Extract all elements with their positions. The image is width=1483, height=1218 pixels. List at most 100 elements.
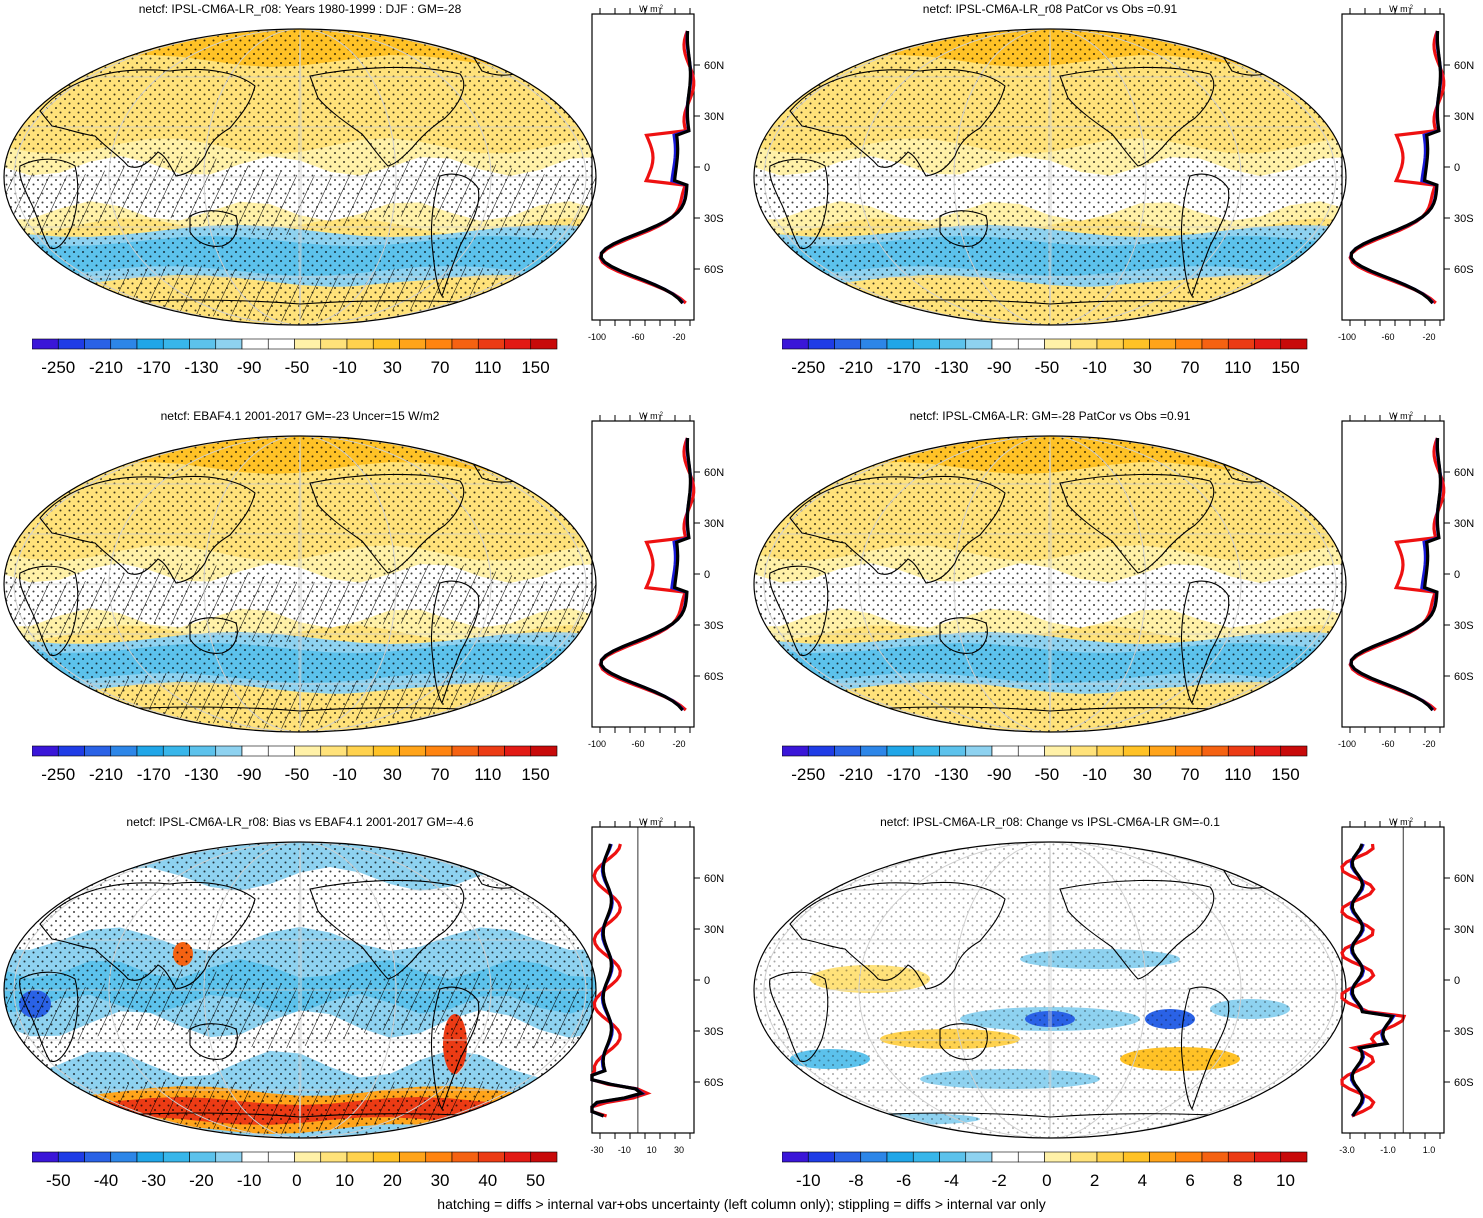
colorbar-label: 150 xyxy=(521,765,549,784)
zp-ylabel: 60N xyxy=(1454,60,1474,72)
colorbar-swatch xyxy=(294,338,322,350)
colorbar-swatch xyxy=(241,338,269,350)
zp-unit: W m-2 xyxy=(1389,411,1413,421)
graticule-lon xyxy=(953,842,1147,1138)
zp-ylabel: 0 xyxy=(1454,975,1460,987)
zp-ylabel: 30N xyxy=(704,924,724,936)
zp-xlabel: -20 xyxy=(1422,332,1435,342)
colorbar-swatch xyxy=(991,338,1019,350)
colorbar-label: -10 xyxy=(332,358,357,377)
colorbar-label: 20 xyxy=(383,1171,402,1190)
colorbar-swatch xyxy=(1280,338,1308,350)
map xyxy=(753,28,1347,326)
colorbar-swatch xyxy=(267,745,295,757)
colorbar-swatch xyxy=(267,1151,295,1163)
colorbar-swatch xyxy=(1201,1151,1229,1163)
colorbar-swatch xyxy=(57,338,85,350)
coastline xyxy=(59,706,541,716)
colorbar-swatch xyxy=(1175,1151,1203,1163)
colorbar-swatch xyxy=(834,338,862,350)
colorbar-swatch xyxy=(1149,745,1177,757)
zp-series-line xyxy=(1349,30,1442,305)
hatching xyxy=(4,563,596,643)
colorbar-swatch xyxy=(346,338,374,350)
zp-xlabel: -60 xyxy=(631,332,644,342)
colorbar-swatch xyxy=(372,338,400,350)
map-field xyxy=(4,29,596,325)
zp-xlabel: -60 xyxy=(1381,332,1394,342)
zonal-profile: W m-2 60N 30N 0 30S 60S -3.0 -1.0 1.0 xyxy=(1339,817,1474,1155)
zp-ylabel: 60N xyxy=(1454,873,1474,885)
zp-xlabel: -100 xyxy=(1338,739,1356,749)
colorbar-label: 4 xyxy=(1138,1171,1147,1190)
colorbar-swatch xyxy=(399,338,427,350)
colorbar-swatch xyxy=(32,745,59,757)
coastline xyxy=(309,879,465,980)
zonal-profile: W m-2 60N 30N 0 30S 60S -30 -10 10 30 xyxy=(590,817,724,1155)
zp-ylabel: 30S xyxy=(704,213,724,225)
coastline xyxy=(309,66,465,167)
colorbar-swatch xyxy=(1096,338,1124,350)
colorbar-swatch xyxy=(939,745,967,757)
map-field xyxy=(754,29,1346,325)
graticule-lon xyxy=(858,29,1242,325)
colorbar-label: -130 xyxy=(934,765,968,784)
colorbar-swatch xyxy=(241,745,269,757)
colorbar-swatch xyxy=(189,745,217,757)
zp-xlabel: -3.0 xyxy=(1339,1145,1355,1155)
colorbar-swatch xyxy=(1122,338,1150,350)
zp-series-line xyxy=(590,843,645,1118)
colorbar-label: -90 xyxy=(237,765,262,784)
graticule-lon xyxy=(203,436,397,732)
colorbar-swatch xyxy=(57,745,85,757)
zp-xlabel: -20 xyxy=(672,332,685,342)
colorbar-label: -8 xyxy=(848,1171,863,1190)
colorbar-swatch xyxy=(504,745,532,757)
colorbar-label: -10 xyxy=(796,1171,821,1190)
zonal-profile: W m-2 60N 30N 0 30S 60S -100 -60 -20 xyxy=(588,4,724,342)
colorbar-swatch xyxy=(84,1151,112,1163)
colorbar-swatch xyxy=(1201,338,1229,350)
colorbar-swatch xyxy=(886,338,914,350)
colorbar-swatch xyxy=(1280,1151,1308,1163)
graticule-lon xyxy=(13,436,587,732)
coastline xyxy=(939,617,988,654)
colorbar-label: -210 xyxy=(89,765,123,784)
map-border xyxy=(753,28,1347,326)
colorbar-swatch xyxy=(991,745,1019,757)
stippling xyxy=(754,29,1346,325)
zp-series-line xyxy=(599,30,692,305)
colorbar-swatch xyxy=(1096,1151,1124,1163)
graticule-lon xyxy=(1048,29,1052,325)
colorbar: -250 -210 -170 -130 -90 -50 -10 30 70 110 150 xyxy=(782,745,1308,784)
zp-series-line xyxy=(1348,437,1446,712)
coastline xyxy=(939,210,988,247)
colorbar-label: -130 xyxy=(934,358,968,377)
colorbar-swatch xyxy=(1227,745,1255,757)
colorbar-label: 10 xyxy=(1276,1171,1295,1190)
map xyxy=(3,841,597,1139)
graticule-lon xyxy=(763,29,1337,325)
colorbar-swatch xyxy=(32,338,59,350)
zp-unit: W m-2 xyxy=(1389,4,1413,14)
coastline xyxy=(189,210,238,247)
zp-xlabel: -60 xyxy=(631,739,644,749)
zp-ylabel: 30N xyxy=(1454,111,1474,123)
colorbar-swatch xyxy=(1227,1151,1255,1163)
colorbar-swatch xyxy=(1070,1151,1098,1163)
colorbar-label: -20 xyxy=(189,1171,214,1190)
zp-ylabel: 30N xyxy=(1454,924,1474,936)
colorbar-label: 0 xyxy=(1042,1171,1051,1190)
zp-ylabel: 30S xyxy=(704,1026,724,1038)
panel-2: netcf: IPSL-CM6A-LR_r08 PatCor vs Obs =0… xyxy=(750,0,1483,405)
zp-xlabel: -10 xyxy=(618,1145,631,1155)
colorbar-swatch xyxy=(1070,745,1098,757)
colorbar-label: -130 xyxy=(184,358,218,377)
colorbar-swatch xyxy=(965,745,993,757)
colorbar-swatch xyxy=(1017,1151,1045,1163)
colorbar-swatch xyxy=(1175,338,1203,350)
colorbar-swatch xyxy=(1254,338,1282,350)
zp-ylabel: 30S xyxy=(1454,213,1474,225)
colorbar-swatch xyxy=(912,745,940,757)
colorbar-swatch xyxy=(189,338,217,350)
